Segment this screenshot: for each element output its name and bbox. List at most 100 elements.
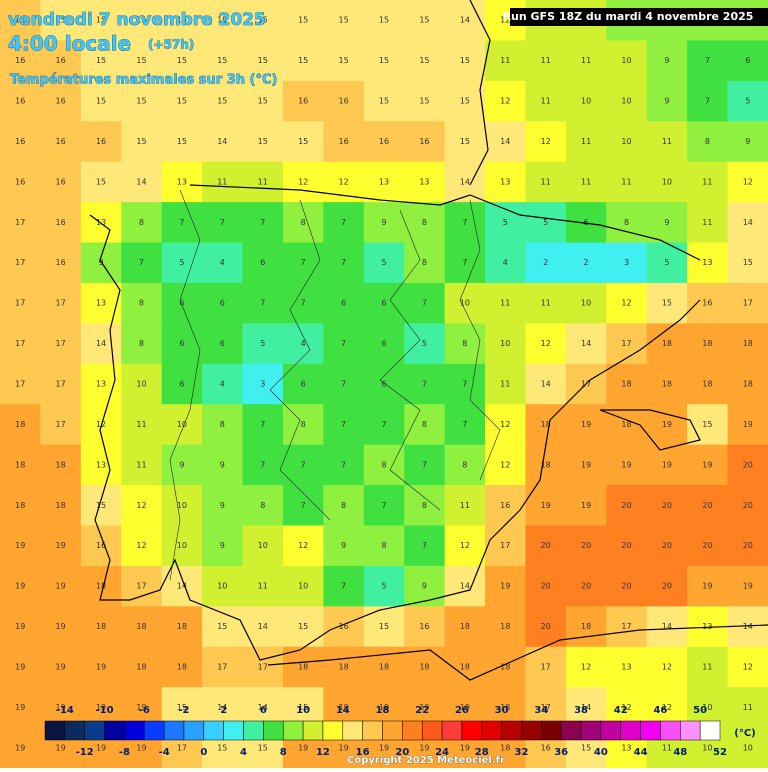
field-cell (727, 242, 768, 284)
field-cell (727, 687, 768, 729)
field-cell (525, 444, 567, 486)
value-label: 10 (662, 177, 672, 186)
field-cell (0, 80, 41, 122)
value-label: 19 (338, 703, 348, 712)
colorbar-swatch (541, 720, 562, 741)
value-label: 20 (621, 501, 631, 510)
field-cell (646, 646, 688, 688)
value-label: 12 (621, 703, 631, 712)
value-label: 6 (381, 299, 386, 308)
field-cell (646, 444, 688, 486)
field-cell (0, 687, 41, 729)
field-cell (565, 485, 607, 526)
field-cell (80, 606, 122, 648)
value-label: 6 (381, 380, 386, 389)
field-cell (282, 606, 324, 648)
field-cell (404, 606, 446, 648)
field-cell (646, 606, 688, 648)
value-label: 19 (460, 703, 470, 712)
field-cell (687, 121, 729, 163)
subtitle: Températures maximales sur 3h (°C) (10, 73, 277, 88)
field-cell (0, 202, 41, 244)
value-label: 7 (301, 299, 306, 308)
field-cell (485, 565, 526, 607)
value-label: 19 (541, 501, 551, 510)
value-label: 12 (298, 177, 308, 186)
field-cell (687, 282, 729, 324)
field-cell (525, 363, 567, 405)
field-cell (687, 202, 729, 244)
colorbar-swatch (441, 720, 463, 741)
field-cell (202, 646, 244, 688)
value-label: 17 (56, 380, 66, 389)
field-cell (687, 646, 729, 688)
colorbar-swatch (223, 720, 244, 741)
field-cell (606, 202, 648, 244)
value-label: 19 (15, 743, 25, 752)
field-cell (202, 404, 244, 446)
value-label: 15 (298, 137, 308, 146)
value-label: 5 (422, 339, 427, 348)
field-cell (363, 444, 405, 486)
field-cell (323, 282, 365, 324)
field-cell (242, 646, 284, 688)
value-label: 13 (96, 218, 106, 227)
field-cell (404, 161, 446, 203)
colorbar-label: 2 (220, 705, 227, 716)
colorbar-label: 8 (280, 747, 287, 758)
value-label: 18 (581, 622, 591, 631)
value-label: 16 (56, 137, 66, 146)
field-cell (606, 282, 648, 324)
field-cell (80, 646, 122, 688)
value-label: 12 (500, 460, 510, 469)
field-cell (404, 363, 446, 405)
field-cell (0, 727, 41, 769)
colorbar-label: 50 (693, 705, 707, 716)
field-cell (323, 444, 365, 486)
value-label: 20 (743, 460, 753, 469)
field-cell (0, 323, 41, 365)
field-cell (202, 444, 244, 486)
value-label: 15 (96, 501, 106, 510)
value-label: 10 (621, 56, 631, 65)
value-label: 19 (56, 541, 66, 550)
value-label: 19 (743, 420, 753, 429)
value-label: 11 (581, 137, 591, 146)
colorbar-label: 36 (554, 747, 568, 758)
value-label: 12 (743, 662, 753, 671)
value-label: 16 (419, 622, 429, 631)
colorbar-swatch (183, 720, 205, 741)
value-label: 15 (338, 16, 348, 25)
value-label: 18 (500, 703, 510, 712)
value-label: 7 (422, 299, 427, 308)
colorbar-swatch (402, 720, 423, 741)
value-label: 13 (177, 177, 187, 186)
colorbar-swatch (203, 720, 224, 741)
colorbar-swatch (44, 720, 66, 741)
colorbar-label: -4 (159, 747, 170, 758)
value-label: 16 (15, 177, 25, 186)
value-label: 6 (179, 380, 184, 389)
field-cell (404, 40, 446, 82)
value-label: 20 (702, 541, 712, 550)
field-cell (121, 242, 163, 284)
value-label: 15 (702, 420, 712, 429)
value-label: 11 (662, 743, 672, 752)
field-cell (646, 485, 688, 526)
value-label: 16 (419, 137, 429, 146)
value-label: 6 (381, 339, 386, 348)
field-cell (40, 363, 82, 405)
value-label: 7 (462, 420, 467, 429)
value-label: 16 (56, 56, 66, 65)
value-label: 17 (500, 541, 510, 550)
value-label: 17 (217, 662, 227, 671)
value-label: 13 (702, 258, 712, 267)
field-cell (606, 444, 648, 486)
field-cell (0, 444, 41, 486)
field-cell (40, 40, 82, 82)
value-label: 12 (662, 662, 672, 671)
value-label: 19 (56, 743, 66, 752)
field-cell (242, 242, 284, 284)
colorbar-swatch (680, 720, 701, 741)
field-cell (727, 404, 768, 446)
